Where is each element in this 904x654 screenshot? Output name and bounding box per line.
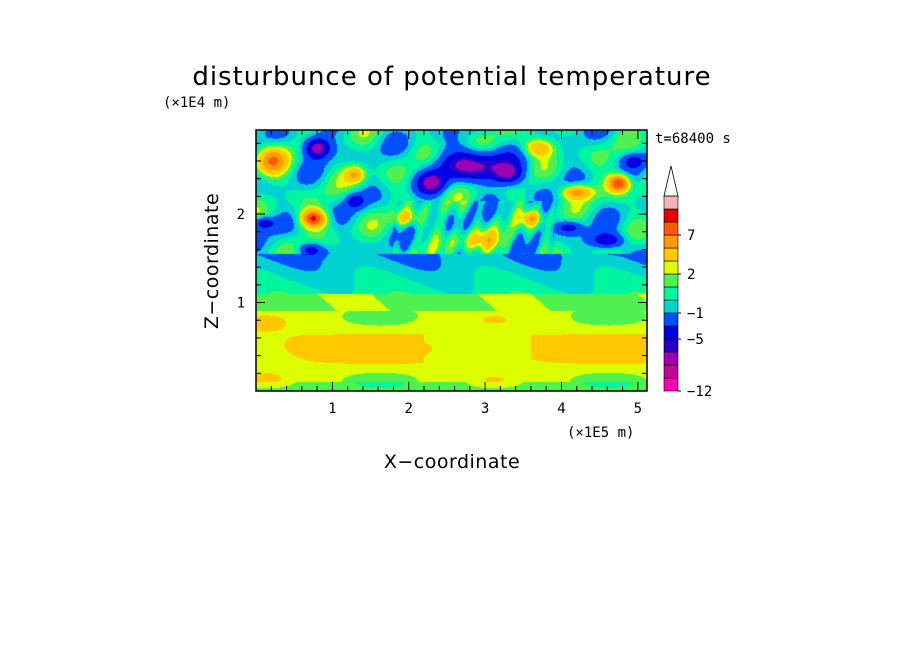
colorbar-label: −1 <box>687 306 704 322</box>
x-tick-label: 4 <box>557 401 565 417</box>
x-tick-label: 5 <box>634 401 642 417</box>
colorbar-swatch <box>663 260 679 275</box>
y-axis-ticks: 12 <box>237 142 647 374</box>
x-axis-ticks: 1 2 3 4 5 <box>270 130 642 417</box>
heatmap-field <box>256 130 647 391</box>
colorbar-swatch <box>663 234 679 249</box>
x-tick-label: 3 <box>481 401 489 417</box>
colorbar-swatch <box>663 286 679 301</box>
x-tick-label: 1 <box>328 401 336 417</box>
colorbar-swatch <box>663 208 679 223</box>
colorbar-swatch <box>663 325 679 340</box>
chart-title: disturbunce of potential temperature <box>192 62 711 92</box>
colorbar-label: −5 <box>687 332 704 348</box>
colorbar-swatch <box>663 273 679 288</box>
colorbar-swatch <box>663 338 679 353</box>
colorbar-swatch <box>663 364 679 379</box>
colorbar-swatch <box>663 221 679 236</box>
colorbar-label: 2 <box>687 267 695 283</box>
colorbar-swatch <box>663 351 679 366</box>
colorbar: −12−5−127 <box>663 165 712 400</box>
y-unit-label: (×1E4 m) <box>163 95 230 111</box>
x-axis-label: X−coordinate <box>384 451 520 473</box>
plot-frame <box>255 129 648 392</box>
colorbar-label: 7 <box>687 228 695 244</box>
y-axis-label: Z−coordinate <box>201 193 223 329</box>
colorbar-extend-arrow <box>663 165 679 197</box>
time-label: t=68400 s <box>655 131 731 147</box>
colorbar-swatch <box>663 247 679 262</box>
colorbar-swatch <box>663 312 679 327</box>
colorbar-swatch <box>663 195 679 210</box>
colorbar-swatch <box>663 299 679 314</box>
colorbar-swatch <box>663 377 679 392</box>
x-unit-label: (×1E5 m) <box>567 425 634 441</box>
x-tick-label: 2 <box>405 401 413 417</box>
y-tick-label: 2 <box>237 207 245 223</box>
colorbar-label: −12 <box>687 384 712 400</box>
y-tick-label: 1 <box>237 296 245 312</box>
heatmap-image <box>256 130 647 391</box>
